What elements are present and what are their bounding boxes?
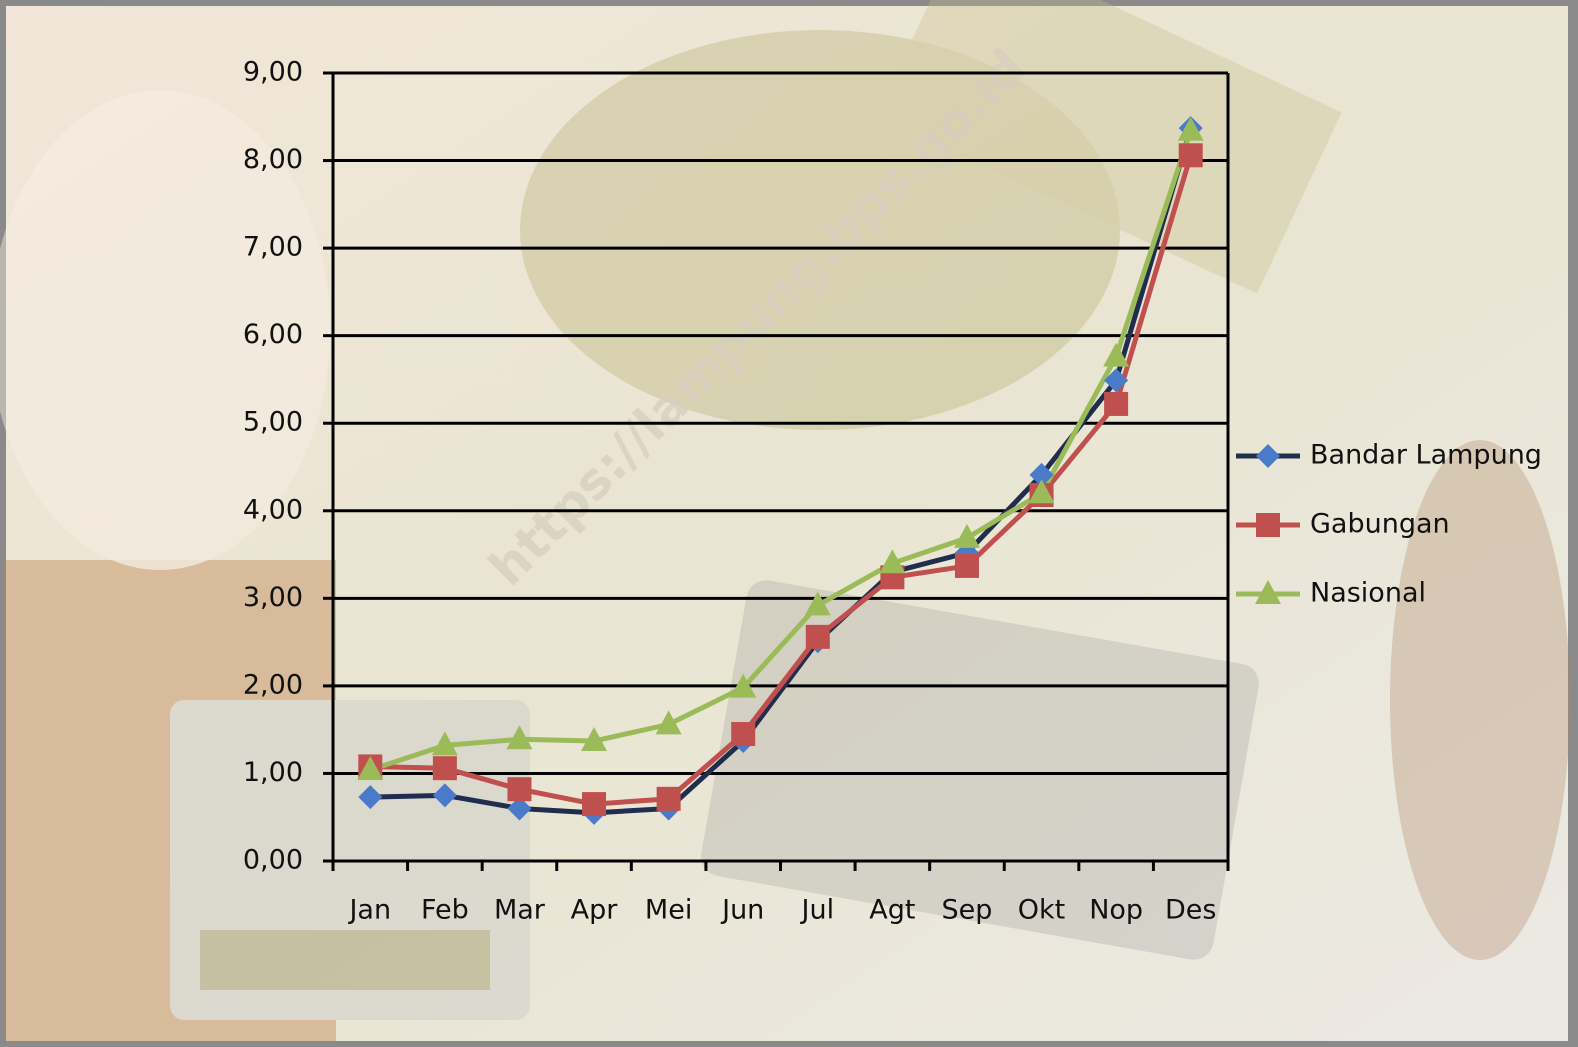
x-tick-label: Nop bbox=[1089, 895, 1143, 926]
legend-label: Bandar Lampung bbox=[1310, 440, 1542, 471]
x-tick-label: Jan bbox=[347, 895, 391, 926]
x-tick-label: Mar bbox=[494, 895, 546, 926]
x-tick-label: Feb bbox=[421, 895, 469, 926]
marker bbox=[1256, 513, 1280, 537]
y-tick-label: 3,00 bbox=[243, 582, 303, 613]
legend-label: Nasional bbox=[1310, 578, 1426, 609]
x-tick-label: Jul bbox=[800, 895, 835, 926]
marker bbox=[731, 722, 755, 746]
x-tick-label: Jun bbox=[720, 895, 764, 926]
chart: https://lampung.bps.go.id 0,001,002,003,… bbox=[0, 0, 1578, 1047]
marker bbox=[582, 792, 606, 816]
x-tick-label: Agt bbox=[869, 895, 915, 926]
y-tick-label: 6,00 bbox=[243, 319, 303, 350]
marker bbox=[657, 787, 681, 811]
x-tick-label: Mei bbox=[645, 895, 692, 926]
y-tick-label: 9,00 bbox=[243, 57, 303, 88]
marker bbox=[955, 554, 979, 578]
marker bbox=[1179, 143, 1203, 167]
y-tick-label: 5,00 bbox=[243, 407, 303, 438]
y-tick-label: 2,00 bbox=[243, 669, 303, 700]
x-tick-label: Apr bbox=[571, 895, 619, 926]
y-tick-label: 0,00 bbox=[243, 845, 303, 876]
marker bbox=[1104, 392, 1128, 416]
x-tick-label: Des bbox=[1165, 895, 1216, 926]
legend-label: Gabungan bbox=[1310, 509, 1450, 540]
x-tick-label: Sep bbox=[942, 895, 993, 926]
marker bbox=[433, 756, 457, 780]
x-tick-label: Okt bbox=[1018, 895, 1065, 926]
y-tick-label: 8,00 bbox=[243, 144, 303, 175]
y-tick-label: 4,00 bbox=[243, 494, 303, 525]
y-tick-label: 7,00 bbox=[243, 232, 303, 263]
marker bbox=[507, 777, 531, 801]
marker bbox=[806, 625, 830, 649]
page: https://lampung.bps.go.id 0,001,002,003,… bbox=[0, 0, 1578, 1047]
y-tick-label: 1,00 bbox=[243, 757, 303, 788]
